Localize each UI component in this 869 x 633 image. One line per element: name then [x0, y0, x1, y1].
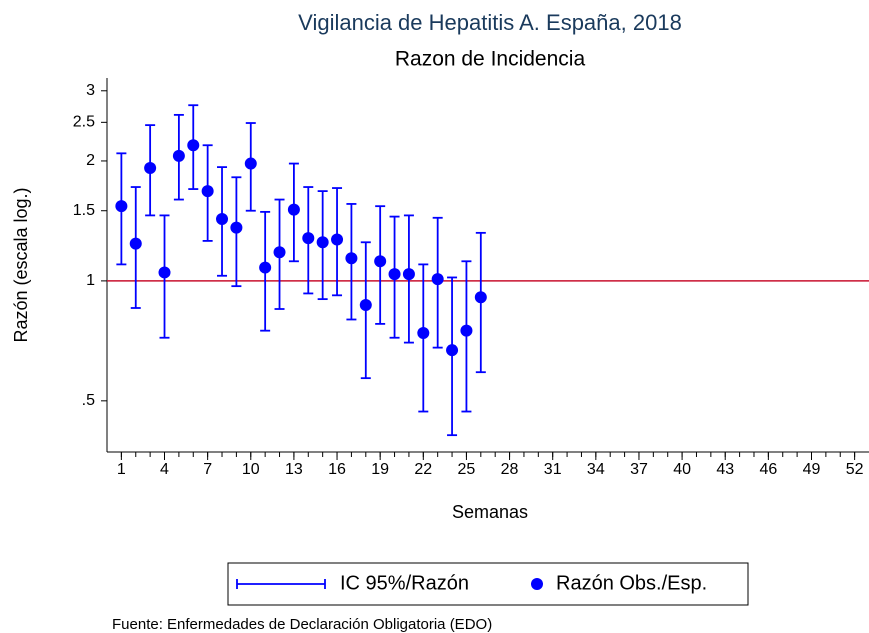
point — [287, 203, 300, 216]
x-tick-label: 16 — [328, 461, 346, 478]
chart-subtitle: Razon de Incidencia — [395, 48, 586, 71]
point — [158, 266, 171, 279]
point — [388, 268, 401, 281]
point — [115, 200, 128, 213]
x-tick-label: 22 — [414, 461, 432, 478]
x-axis-label: Semanas — [452, 502, 528, 522]
x-tick-label: 34 — [587, 461, 605, 478]
point — [201, 185, 214, 198]
point — [402, 268, 415, 281]
x-tick-label: 7 — [203, 461, 212, 478]
y-tick-label: 2 — [86, 152, 95, 169]
point — [187, 139, 200, 152]
legend-point-symbol — [531, 578, 543, 590]
y-axis-label: Razón (escala log.) — [11, 187, 31, 342]
legend-label: IC 95%/Razón — [340, 572, 469, 594]
x-tick-label: 31 — [544, 461, 562, 478]
x-tick-label: 28 — [501, 461, 519, 478]
point — [129, 237, 142, 250]
x-tick-label: 37 — [630, 461, 648, 478]
point — [345, 252, 358, 265]
point — [446, 344, 459, 357]
y-tick-label: .5 — [82, 392, 95, 409]
point — [316, 236, 329, 249]
point — [273, 246, 286, 259]
x-tick-label: 4 — [160, 461, 169, 478]
point — [460, 324, 473, 337]
chart-title: Vigilancia de Hepatitis A. España, 2018 — [298, 10, 682, 35]
point — [230, 221, 243, 234]
x-tick-label: 46 — [759, 461, 777, 478]
x-tick-label: 10 — [242, 461, 260, 478]
point — [431, 273, 444, 286]
y-tick-label: 1.5 — [73, 202, 95, 219]
y-tick-label: 1 — [86, 272, 95, 289]
legend-label: Razón Obs./Esp. — [556, 572, 707, 594]
point — [172, 149, 185, 162]
point — [144, 162, 157, 175]
point — [417, 326, 430, 339]
y-tick-label: 2.5 — [73, 114, 95, 131]
x-tick-label: 13 — [285, 461, 303, 478]
point — [374, 255, 387, 268]
x-tick-label: 40 — [673, 461, 691, 478]
source-note: Fuente: Enfermedades de Declaración Obli… — [112, 616, 492, 633]
point — [259, 261, 272, 274]
x-tick-label: 19 — [371, 461, 389, 478]
x-tick-label: 25 — [458, 461, 476, 478]
point — [216, 212, 229, 225]
point — [331, 233, 344, 246]
point — [359, 298, 372, 311]
legend-box — [227, 562, 749, 606]
x-tick-label: 1 — [117, 461, 126, 478]
point — [302, 232, 315, 245]
x-tick-label: 43 — [716, 461, 734, 478]
point — [244, 157, 257, 170]
x-tick-label: 52 — [846, 461, 864, 478]
y-tick-label: 3 — [86, 82, 95, 99]
x-tick-label: 49 — [803, 461, 821, 478]
point — [474, 291, 487, 304]
